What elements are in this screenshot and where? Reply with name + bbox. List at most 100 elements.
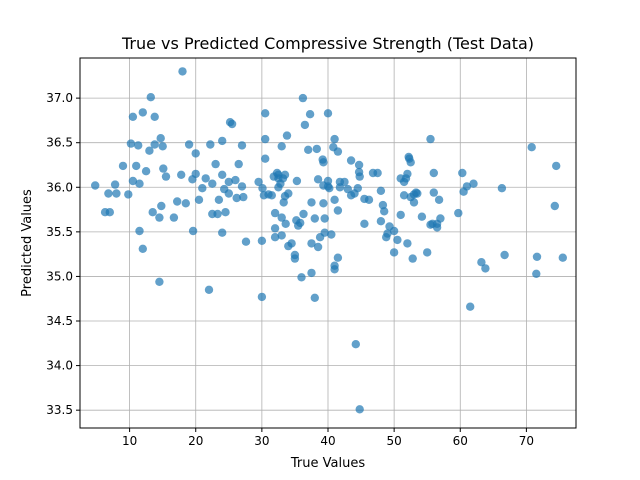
data-point [383,229,392,238]
data-point [310,293,319,302]
data-point [330,195,339,204]
axis-ticks: 10 20 30 40 50 60 70 33.5 34.0 34.5 35.0 35.5 36.0 36… [46,91,534,448]
data-point [184,140,194,149]
data-point [304,145,313,154]
data-point [237,182,247,191]
data-point [436,214,445,223]
data-point [558,253,567,262]
data-point [148,208,157,217]
data-point [169,213,179,222]
data-point [282,131,292,140]
data-point [346,156,356,165]
data-point [497,184,507,193]
x-tick-label: 20 [188,434,203,448]
data-point [333,147,343,156]
data-point [500,250,509,260]
data-point [173,197,182,206]
data-point [150,112,159,122]
data-point [221,208,230,217]
data-point [313,242,323,252]
data-point [429,168,438,178]
data-point [355,172,364,181]
y-tick-label: 35.0 [46,269,73,283]
data-point [325,184,334,193]
data-point [319,158,328,167]
data-point [218,228,227,237]
data-point [310,214,319,223]
data-point [466,302,475,311]
data-point [181,199,190,208]
data-point [330,261,339,270]
data-point [105,208,115,217]
data-point [403,169,412,179]
data-point [112,189,121,198]
data-point [320,228,329,237]
x-tick-label: 70 [519,434,534,448]
data-point [141,167,151,176]
data-point [429,188,438,197]
y-tick-label: 36.0 [46,180,73,194]
data-point [333,253,343,262]
data-point [257,292,267,302]
data-point [290,254,300,263]
data-point [267,191,276,200]
data-point [177,170,186,179]
data-point [477,258,486,267]
data-point [532,252,542,261]
data-point [389,226,399,236]
y-axis-label: Predicted Values [20,189,35,297]
data-point [426,134,435,144]
data-point [270,208,280,218]
data-point [280,170,290,179]
data-point [307,198,316,207]
data-point [319,199,328,208]
data-point [158,142,167,151]
data-point [527,143,536,152]
data-point [409,198,419,207]
y-tick-label: 34.5 [46,314,73,328]
data-point [277,231,286,240]
data-point [224,177,233,187]
y-tick-label: 36.5 [46,136,73,150]
x-tick-label: 40 [320,434,335,448]
x-tick-label: 60 [453,434,468,448]
x-axis-label: True Values [290,456,365,471]
chart-title: True vs Predicted Compressive Strength (… [121,34,534,53]
y-tick-label: 35.5 [46,225,73,239]
data-point [104,189,113,198]
data-point [313,175,323,184]
data-point [340,177,349,187]
data-point [227,119,237,129]
data-point [432,223,442,232]
data-point [224,189,233,198]
data-point [423,248,432,257]
data-point [231,175,240,185]
x-tick-label: 50 [386,434,401,448]
data-point [393,235,402,245]
data-point [417,212,427,221]
data-point [234,159,243,169]
data-point [481,264,490,273]
data-point [155,277,164,286]
data-point [406,158,415,167]
data-point [277,213,286,222]
data-point [297,273,306,282]
data-point [188,226,198,236]
data-point [389,248,399,257]
data-point [118,161,128,171]
data-point [135,179,144,188]
data-point [232,193,241,203]
data-point [157,201,166,211]
data-point [145,146,154,155]
data-point [376,186,386,195]
data-point [132,161,141,171]
data-point [323,109,333,118]
data-point [159,164,168,173]
data-point [134,141,143,150]
data-point [258,184,267,193]
data-point [110,180,120,189]
data-point [146,93,155,102]
data-point [126,139,136,148]
data-point [128,112,138,122]
